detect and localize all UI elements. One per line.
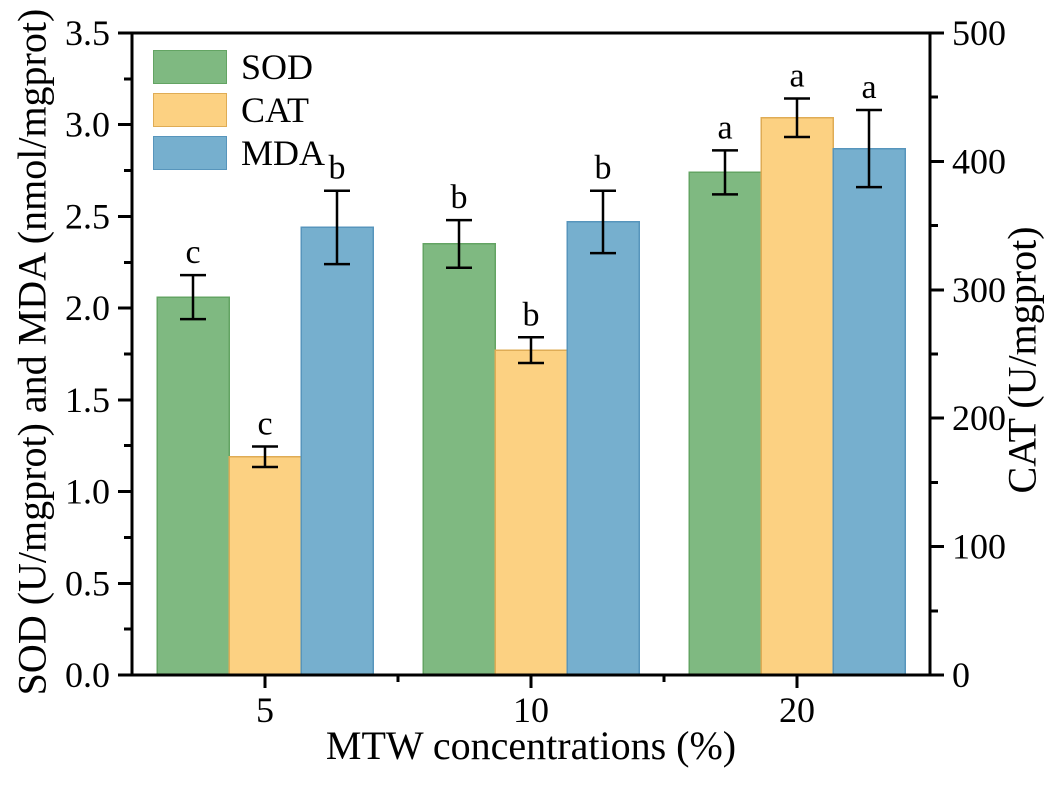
right-axis-tick-label: 0 (952, 655, 970, 695)
sig-letter-mda-10: b (595, 150, 612, 187)
error-bar-cat-20 (784, 97, 810, 139)
legend-swatch-sod-icon (153, 50, 227, 84)
bar-mda-5 (300, 226, 374, 676)
right-axis-tick-label: 300 (952, 270, 1006, 310)
sig-letter-cat-20: a (789, 57, 804, 94)
legend-item-mda: MDA (153, 133, 326, 173)
bar-cat-20 (760, 116, 834, 676)
left-axis-tick-label: 1.0 (65, 472, 110, 512)
bar-mda-10 (566, 221, 640, 676)
left-axis-tick-label: 3.5 (65, 13, 110, 53)
x-axis-tick-label: 10 (513, 690, 549, 730)
legend-label-sod: SOD (241, 47, 314, 87)
legend-label-mda: MDA (241, 133, 326, 173)
left-axis-tick-label: 0.5 (65, 563, 110, 603)
legend-label-cat: CAT (241, 90, 310, 130)
legend: SOD CAT MDA (153, 47, 326, 179)
error-bar-cat-10 (518, 336, 544, 365)
right-axis-tick-label: 500 (952, 13, 1006, 53)
x-axis-tick-label: 5 (256, 690, 274, 730)
sig-letter-mda-5: b (329, 150, 346, 187)
bar-sod-5 (156, 296, 230, 676)
right-axis-title: CAT (U/mgprot) (999, 226, 1045, 494)
bar-mda-20 (832, 147, 906, 676)
x-axis-tick-label: 20 (779, 690, 815, 730)
right-axis-tick-label: 400 (952, 141, 1006, 181)
right-axis-tick-label: 200 (952, 398, 1006, 438)
legend-item-cat: CAT (153, 90, 325, 130)
sig-letter-cat-5: c (257, 405, 272, 442)
left-axis-tick-label: 2.5 (65, 196, 110, 236)
error-bar-mda-20 (856, 108, 882, 189)
sig-letter-sod-10: b (451, 179, 468, 216)
bar-cat-5 (228, 455, 302, 676)
sig-letter-mda-20: a (861, 69, 876, 106)
error-bar-sod-20 (712, 149, 738, 196)
right-axis-tick-label: 100 (952, 527, 1006, 567)
left-axis-tick-label: 2.0 (65, 288, 110, 328)
bar-sod-20 (688, 171, 762, 676)
left-axis-tick-label: 0.0 (65, 655, 110, 695)
error-bar-sod-5 (180, 273, 206, 321)
legend-item-sod: SOD (153, 47, 325, 87)
x-axis-title: MTW concentrations (%) (325, 723, 737, 768)
bar-cat-10 (494, 349, 568, 676)
error-bar-cat-5 (252, 445, 278, 469)
legend-swatch-cat-icon (153, 93, 227, 127)
error-bar-sod-10 (446, 218, 472, 270)
left-axis-title: SOD (U/mgprot) and MDA (nmol/mgprot) (9, 8, 55, 696)
legend-swatch-mda-icon (153, 136, 227, 170)
left-axis-tick-label: 1.5 (65, 380, 110, 420)
sig-letter-sod-5: c (185, 234, 200, 271)
bar-sod-10 (422, 243, 496, 676)
left-axis-tick-label: 3.0 (65, 105, 110, 145)
error-bar-mda-10 (590, 189, 616, 255)
error-bar-mda-5 (324, 189, 350, 266)
sig-letter-cat-10: b (523, 296, 540, 333)
sig-letter-sod-20: a (717, 109, 732, 146)
